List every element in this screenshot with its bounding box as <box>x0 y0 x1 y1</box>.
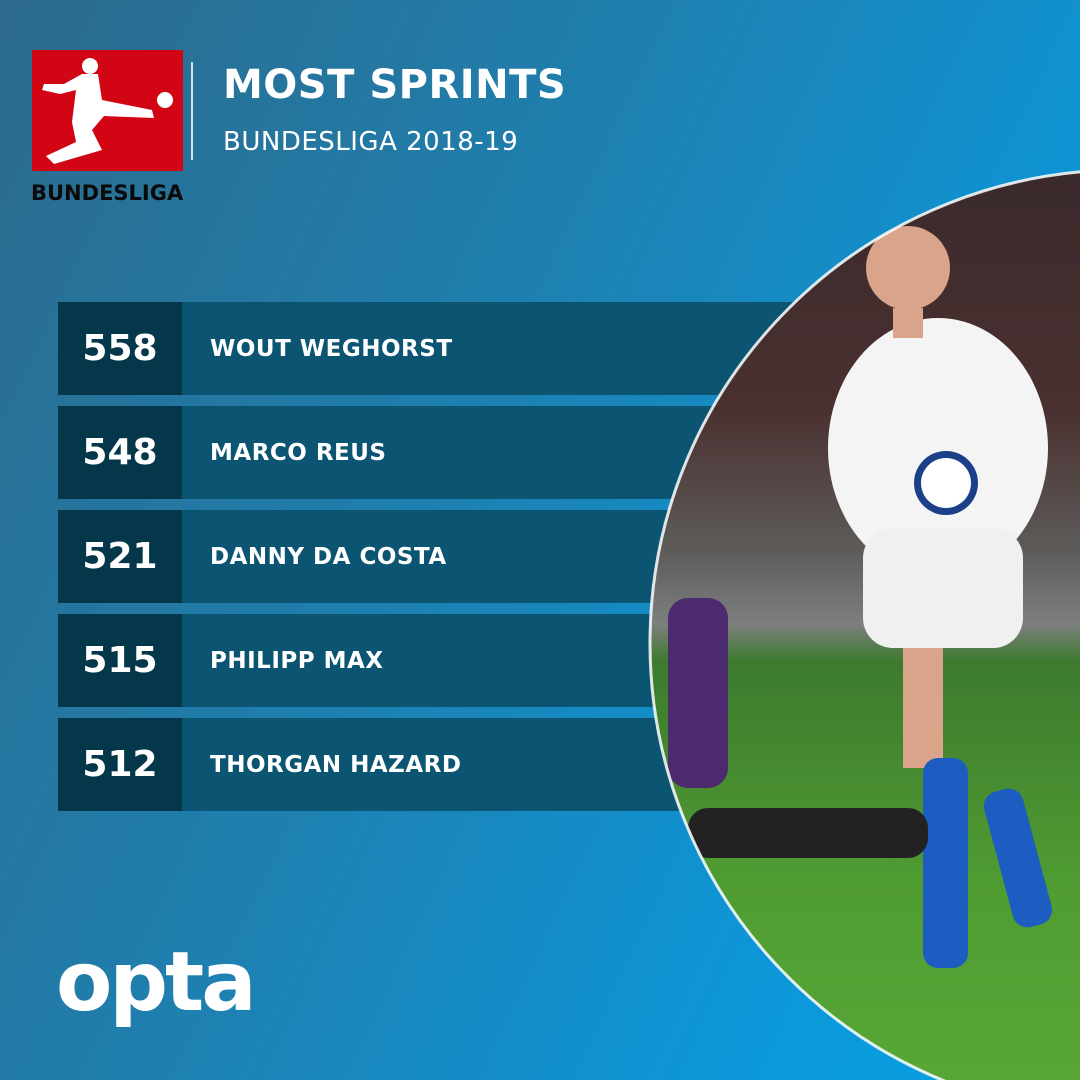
celebrating-player-image <box>650 170 1080 1080</box>
sprint-count: 548 <box>58 406 182 499</box>
logo-wordmark: BUNDESLIGA <box>31 181 184 205</box>
sprint-count: 558 <box>58 302 182 395</box>
sprint-count: 521 <box>58 510 182 603</box>
kicking-player-icon <box>42 58 173 164</box>
photo-border <box>648 170 1080 1080</box>
opta-logo: opta <box>56 935 257 1030</box>
sprint-count: 515 <box>58 614 182 707</box>
sprint-count: 512 <box>58 718 182 811</box>
player-photo <box>648 170 1080 1080</box>
page-title: MOST SPRINTS <box>223 62 567 108</box>
header-divider <box>191 62 193 160</box>
page-subtitle: BUNDESLIGA 2018-19 <box>223 127 519 157</box>
bundesliga-logo <box>32 50 183 171</box>
